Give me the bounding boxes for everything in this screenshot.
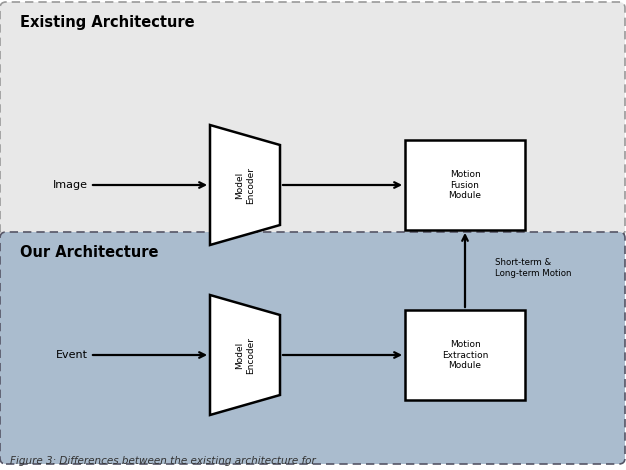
FancyBboxPatch shape [405,310,525,400]
Text: Short-term &
Long-term Motion: Short-term & Long-term Motion [495,258,572,278]
Polygon shape [210,295,280,415]
Text: Our Architecture: Our Architecture [20,245,158,260]
Text: Model
Encoder: Model Encoder [235,166,255,204]
Text: Figure 3: Differences between the existing architecture for: Figure 3: Differences between the existi… [10,456,316,466]
Text: Image: Image [53,180,88,190]
Text: Existing Architecture: Existing Architecture [20,15,195,30]
FancyBboxPatch shape [405,140,525,230]
Text: Motion
Fusion
Module: Motion Fusion Module [448,170,481,200]
Text: Model
Encoder: Model Encoder [235,337,255,374]
FancyBboxPatch shape [0,232,625,464]
Polygon shape [210,125,280,245]
FancyBboxPatch shape [0,2,625,236]
Text: Event: Event [56,350,88,360]
Text: Motion
Extraction
Module: Motion Extraction Module [442,340,488,370]
